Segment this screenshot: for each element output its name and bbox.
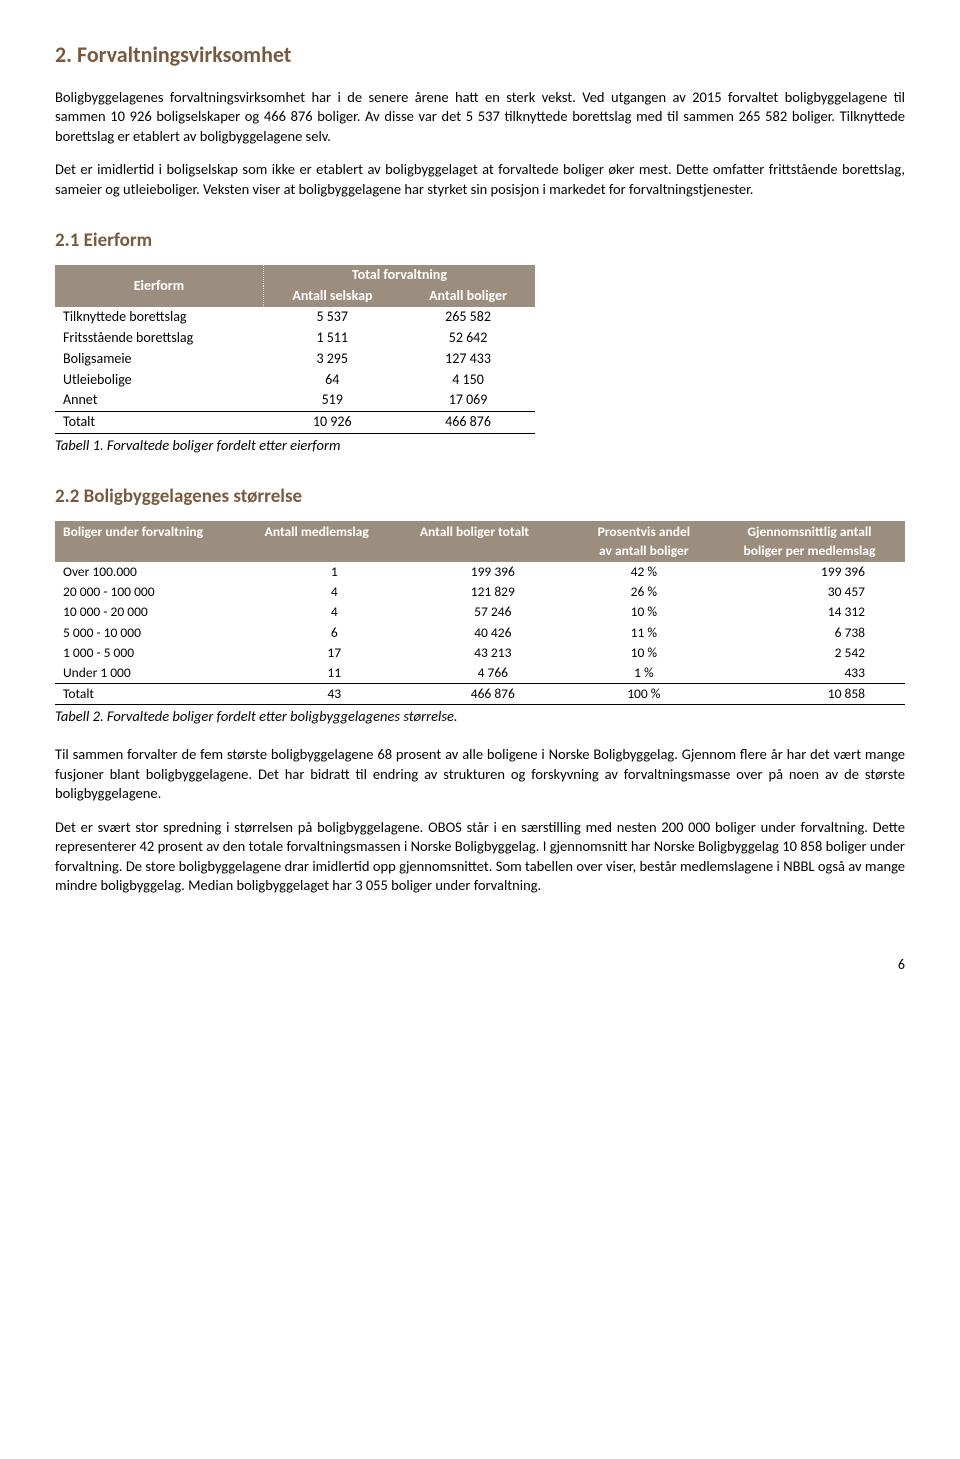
cell-num: 265 582 xyxy=(401,307,535,328)
cell-num: 40 426 xyxy=(412,623,574,643)
t2-h5: Gjennomsnittlig antall boliger per medle… xyxy=(714,521,905,561)
t2-total-b: 466 876 xyxy=(412,684,574,705)
cell-num: 127 433 xyxy=(401,349,535,370)
cell-num: 11 % xyxy=(574,623,714,643)
table-row: 1 000 - 5 0001743 21310 %2 542 xyxy=(55,643,905,663)
cell-num: 1 511 xyxy=(263,328,401,349)
t1-total-a: 10 926 xyxy=(263,412,401,434)
table-row: 20 000 - 100 0004121 82926 %30 457 xyxy=(55,582,905,602)
t2-h2: Antall medlemslag xyxy=(257,521,412,561)
cell-num: 64 xyxy=(263,370,401,391)
cell-num: 5 537 xyxy=(263,307,401,328)
cell-num: 199 396 xyxy=(412,562,574,582)
subsection-heading-22: 2.2 Boligbyggelagenes størrelse xyxy=(55,484,905,510)
cell-num: 3 295 xyxy=(263,349,401,370)
cell-label: Under 1 000 xyxy=(55,663,257,684)
cell-label: 5 000 - 10 000 xyxy=(55,623,257,643)
table-eierform: Eierform Total forvaltning Antall selska… xyxy=(55,265,535,434)
cell-num: 433 xyxy=(714,663,905,684)
cell-num: 519 xyxy=(263,390,401,411)
t1-header-eierform: Eierform xyxy=(55,265,263,307)
table-row: Tilknyttede borettslag5 537265 582 xyxy=(55,307,535,328)
cell-num: 57 246 xyxy=(412,602,574,622)
paragraph-4: Det er svært stor spredning i størrelsen… xyxy=(55,818,905,896)
cell-label: 10 000 - 20 000 xyxy=(55,602,257,622)
table-storrelse: Boliger under forvaltning Antall medlems… xyxy=(55,521,905,705)
cell-label: 20 000 - 100 000 xyxy=(55,582,257,602)
cell-num: 17 069 xyxy=(401,390,535,411)
cell-num: 4 xyxy=(257,582,412,602)
cell-num: 4 150 xyxy=(401,370,535,391)
table-row: Under 1 000114 7661 %433 xyxy=(55,663,905,684)
table-row: Utleiebolige644 150 xyxy=(55,370,535,391)
t1-subheader-boliger: Antall boliger xyxy=(401,286,535,307)
t1-header-total: Total forvaltning xyxy=(263,265,535,286)
table-row: Boligsameie3 295127 433 xyxy=(55,349,535,370)
cell-label: Boligsameie xyxy=(55,349,263,370)
cell-num: 4 766 xyxy=(412,663,574,684)
cell-num: 52 642 xyxy=(401,328,535,349)
t2-total-row: Totalt 43 466 876 100 % 10 858 xyxy=(55,684,905,705)
cell-num: 14 312 xyxy=(714,602,905,622)
t2-h5a: Gjennomsnittlig antall xyxy=(747,523,871,540)
t2-h5b: boliger per medlemslag xyxy=(722,542,897,560)
cell-label: Tilknyttede borettslag xyxy=(55,307,263,328)
cell-num: 199 396 xyxy=(714,562,905,582)
cell-num: 42 % xyxy=(574,562,714,582)
t2-h1: Boliger under forvaltning xyxy=(55,521,257,561)
paragraph-2: Det er imidlertid i boligselskap som ikk… xyxy=(55,160,905,199)
section-heading: 2. Forvaltningsvirksomhet xyxy=(55,40,905,70)
cell-label: Fritsstående borettslag xyxy=(55,328,263,349)
t2-total-c: 100 % xyxy=(574,684,714,705)
t1-caption: Tabell 1. Forvaltede boliger fordelt ett… xyxy=(55,436,905,456)
cell-label: Utleiebolige xyxy=(55,370,263,391)
cell-num: 1 xyxy=(257,562,412,582)
cell-num: 30 457 xyxy=(714,582,905,602)
t2-h4: Prosentvis andel av antall boliger xyxy=(574,521,714,561)
cell-num: 121 829 xyxy=(412,582,574,602)
table-row: 10 000 - 20 000457 24610 %14 312 xyxy=(55,602,905,622)
t1-total-label: Totalt xyxy=(55,412,263,434)
cell-num: 4 xyxy=(257,602,412,622)
t2-total-a: 43 xyxy=(257,684,412,705)
t2-total-d: 10 858 xyxy=(714,684,905,705)
cell-num: 43 213 xyxy=(412,643,574,663)
t1-total-row: Totalt 10 926 466 876 xyxy=(55,412,535,434)
table-row: Fritsstående borettslag1 51152 642 xyxy=(55,328,535,349)
table-row: Over 100.0001199 39642 %199 396 xyxy=(55,562,905,582)
t2-h4b: av antall boliger xyxy=(582,542,706,560)
table-row: 5 000 - 10 000640 42611 %6 738 xyxy=(55,623,905,643)
t1-total-b: 466 876 xyxy=(401,412,535,434)
t1-subheader-selskap: Antall selskap xyxy=(263,286,401,307)
t2-h4a: Prosentvis andel xyxy=(598,523,690,540)
cell-num: 26 % xyxy=(574,582,714,602)
cell-label: Annet xyxy=(55,390,263,411)
cell-label: Over 100.000 xyxy=(55,562,257,582)
t2-caption: Tabell 2. Forvaltede boliger fordelt ett… xyxy=(55,707,905,727)
paragraph-1: Boligbyggelagenes forvaltningsvirksomhet… xyxy=(55,88,905,147)
cell-num: 17 xyxy=(257,643,412,663)
cell-num: 1 % xyxy=(574,663,714,684)
t2-total-label: Totalt xyxy=(55,684,257,705)
cell-num: 11 xyxy=(257,663,412,684)
paragraph-3: Til sammen forvalter de fem største boli… xyxy=(55,745,905,804)
cell-num: 2 542 xyxy=(714,643,905,663)
cell-num: 10 % xyxy=(574,602,714,622)
cell-num: 6 738 xyxy=(714,623,905,643)
page-number: 6 xyxy=(55,956,905,975)
table-row: Annet51917 069 xyxy=(55,390,535,411)
cell-num: 10 % xyxy=(574,643,714,663)
t2-h3: Antall boliger totalt xyxy=(412,521,574,561)
cell-label: 1 000 - 5 000 xyxy=(55,643,257,663)
subsection-heading-21: 2.1 Eierform xyxy=(55,228,905,254)
cell-num: 6 xyxy=(257,623,412,643)
